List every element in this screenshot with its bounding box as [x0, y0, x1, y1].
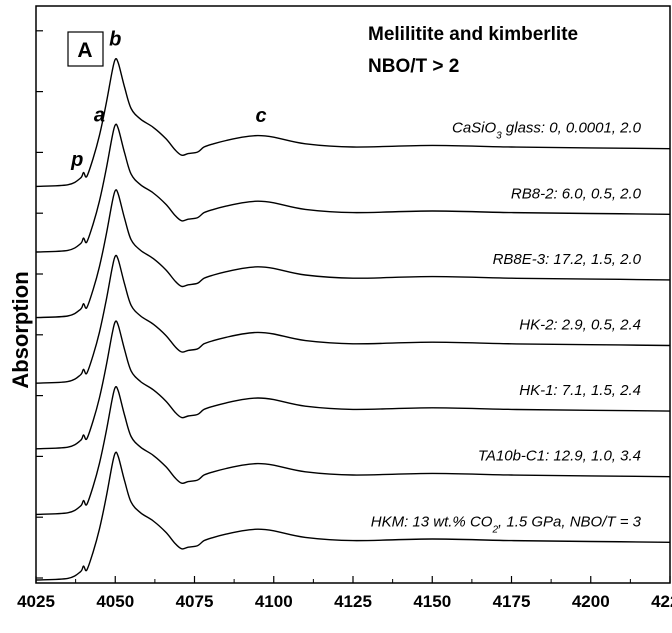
series-line [35, 189, 671, 319]
series-label-part: HKM: 13 wt.% CO [371, 513, 493, 530]
peak-label-b: b [109, 28, 121, 50]
x-tick-label: 4125 [334, 592, 372, 611]
series-label-part: glass: 0, 0.0001, 2.0 [502, 120, 642, 137]
series-label: HK-1: 7.1, 1.5, 2.4 [519, 382, 641, 399]
x-tick-label: 4100 [255, 592, 293, 611]
series-line [35, 451, 671, 581]
series-label-part: TA10b-C1: 12.9, 1.0, 3.4 [478, 448, 641, 465]
series-label-part: HK-2: 2.9, 0.5, 2.4 [519, 316, 641, 333]
plot-frame [35, 5, 671, 584]
series-label-part: 3 [496, 130, 502, 141]
series-label: RB8E-3: 17.2, 1.5, 2.0 [493, 251, 642, 268]
peak-label-p: p [70, 149, 83, 171]
series-label: HKM: 13 wt.% CO2, 1.5 GPa, NBO/T = 3 [371, 513, 642, 535]
y-axis-label: Absorption [8, 271, 33, 388]
series-line [35, 123, 671, 253]
x-tick-label: 4025 [17, 592, 55, 611]
x-tick-label: 4175 [493, 592, 531, 611]
series-labels: HKM: 13 wt.% CO2, 1.5 GPa, NBO/T = 3 TA10… [371, 120, 642, 535]
series-line [35, 320, 671, 450]
series-label-part: 2 [491, 524, 498, 535]
series-line [35, 57, 671, 188]
panel-label-box [67, 31, 104, 67]
peak-label-c: c [256, 105, 267, 127]
x-tick-label: 4200 [572, 592, 610, 611]
series-label: CaSiO3 glass: 0, 0.0001, 2.0 [452, 120, 642, 142]
y-ticks [36, 30, 43, 579]
chart-title-line-1: Melilitite and kimberlite [368, 24, 578, 45]
series-label: TA10b-C1: 12.9, 1.0, 3.4 [478, 448, 641, 465]
series-label-part: RB8E-3: 17.2, 1.5, 2.0 [493, 251, 642, 268]
peak-label-a: a [94, 105, 105, 127]
x-tick-label: 4050 [96, 592, 134, 611]
x-tick-label: 4075 [176, 592, 214, 611]
series-label: HK-2: 2.9, 0.5, 2.4 [519, 316, 641, 333]
chart-title-line-2: NBO/T > 2 [368, 56, 459, 77]
series-group [35, 57, 671, 581]
peak-labels: pa b c [70, 28, 267, 171]
series-label: RB8-2: 6.0, 0.5, 2.0 [511, 185, 642, 202]
series-label-part: CaSiO [452, 120, 497, 137]
x-ticks: 4025 4050 4075 4100 4125 4150 4175 4200 4225 [17, 576, 672, 611]
panel-label: A [77, 39, 92, 62]
x-tick-label: 4225 [651, 592, 672, 611]
series-label-part: RB8-2: 6.0, 0.5, 2.0 [511, 185, 642, 202]
series-line [35, 254, 671, 384]
series-label-part: , 1.5 GPa, NBO/T = 3 [498, 513, 642, 530]
x-tick-label: 4150 [413, 592, 451, 611]
series-line [35, 385, 671, 516]
series-label-part: HK-1: 7.1, 1.5, 2.4 [519, 382, 641, 399]
